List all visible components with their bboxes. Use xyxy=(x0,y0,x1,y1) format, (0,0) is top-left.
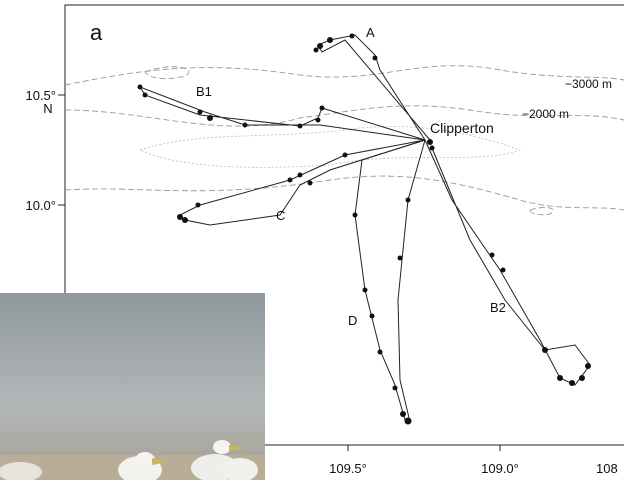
location-fix xyxy=(314,48,319,53)
location-fix xyxy=(198,110,203,115)
track-label: B2 xyxy=(490,300,506,315)
track-label: A xyxy=(366,25,375,40)
location-fix xyxy=(569,380,575,386)
location-fix xyxy=(298,124,303,129)
location-fix xyxy=(288,178,293,183)
panel-label: a xyxy=(90,20,103,45)
location-fix xyxy=(363,288,368,293)
location-fix xyxy=(207,115,213,121)
contour-label: −2000 m xyxy=(522,107,569,121)
location-fix xyxy=(405,418,412,425)
location-fix xyxy=(243,123,248,128)
location-fix xyxy=(373,56,378,61)
track-label: B1 xyxy=(196,84,212,99)
track-label: D xyxy=(348,313,357,328)
location-fix xyxy=(557,375,563,381)
location-fix xyxy=(370,314,375,319)
location-fix xyxy=(406,198,411,203)
location-fix xyxy=(343,153,348,158)
location-fix xyxy=(501,268,506,273)
figure: a A B1 B2 C D Clipperton −3000 m −2000 m… xyxy=(0,0,624,480)
location-fix xyxy=(579,375,585,381)
location-fix xyxy=(320,106,325,111)
location-fix xyxy=(143,93,148,98)
x-tick-label: 108 xyxy=(596,461,618,476)
x-tick-label: 109.5° xyxy=(329,461,367,476)
island-label: Clipperton xyxy=(430,120,494,136)
location-fix xyxy=(138,85,143,90)
y-tick-label: 10.0° xyxy=(25,198,56,213)
location-fix xyxy=(585,363,591,369)
location-fix xyxy=(182,217,188,223)
location-fix xyxy=(378,350,383,355)
location-fix xyxy=(196,203,201,208)
location-fix xyxy=(542,347,548,353)
location-fix xyxy=(316,118,321,123)
location-fix xyxy=(353,213,358,218)
location-fix xyxy=(327,37,333,43)
location-fix xyxy=(427,139,433,145)
location-fix xyxy=(317,43,323,49)
location-fix xyxy=(430,146,435,151)
location-fix xyxy=(490,253,495,258)
location-fix xyxy=(398,256,403,261)
page: {"panel_label":"a","y_axis":{"ticks":["1… xyxy=(0,0,624,480)
contour-label: −3000 m xyxy=(565,77,612,91)
location-fix xyxy=(400,411,406,417)
location-fix xyxy=(308,181,313,186)
location-fix xyxy=(177,214,183,220)
y-axis-unit: N xyxy=(43,101,52,116)
bird-head xyxy=(213,440,231,454)
x-tick-label: 109.0° xyxy=(481,461,519,476)
location-fix xyxy=(350,34,355,39)
photo xyxy=(0,293,265,480)
location-fix xyxy=(298,173,303,178)
track-label: C xyxy=(276,208,285,223)
location-fix xyxy=(393,386,398,391)
